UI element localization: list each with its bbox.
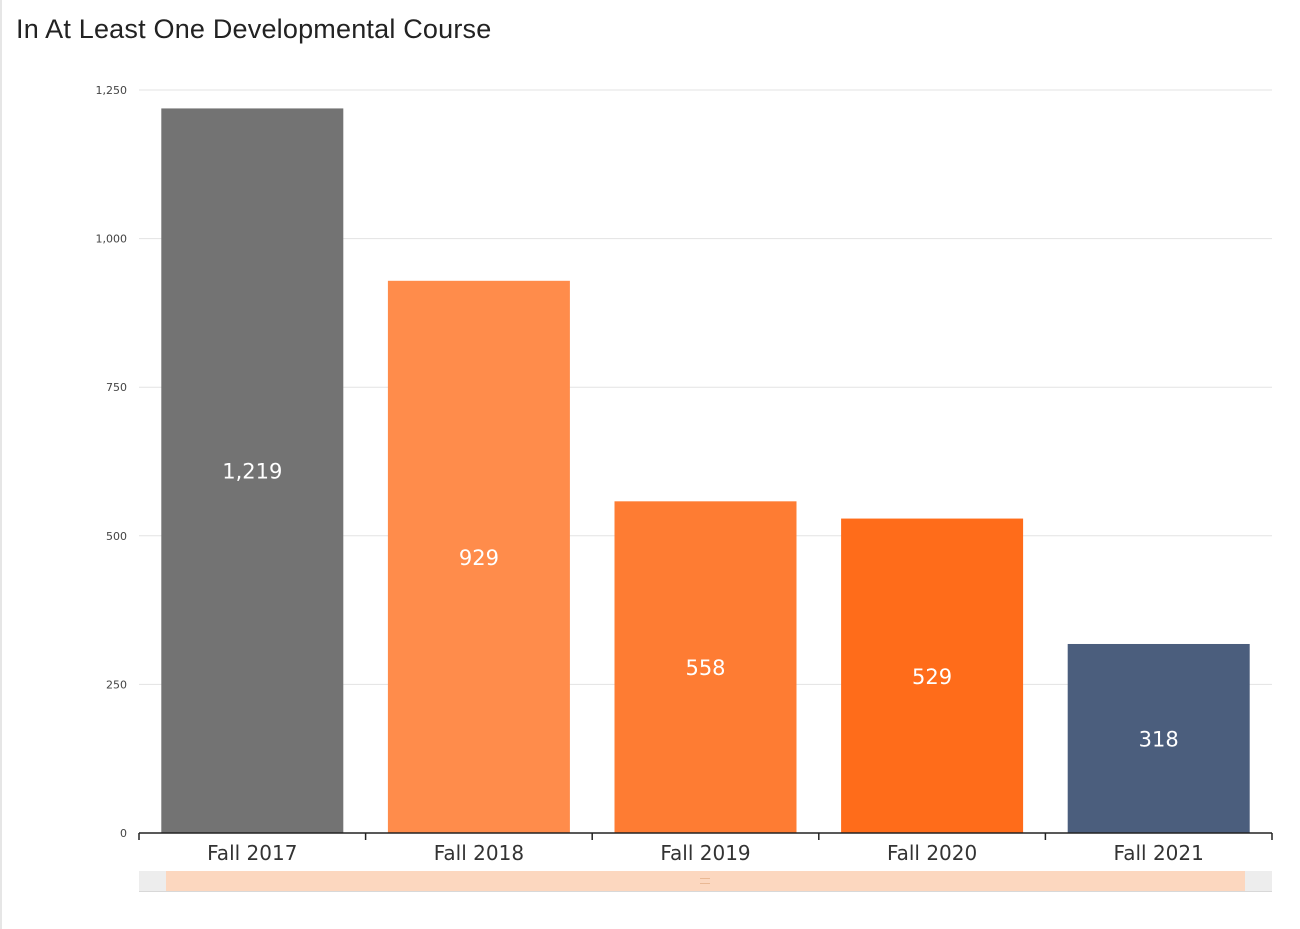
x-tick-label: Fall 2019 bbox=[660, 841, 750, 865]
bar-value-label: 529 bbox=[912, 665, 952, 689]
bar[interactable] bbox=[387, 280, 570, 834]
bar-value-label: 318 bbox=[1139, 727, 1179, 751]
x-tick-label: Fall 2020 bbox=[887, 841, 977, 865]
y-tick-label: 500 bbox=[106, 530, 127, 543]
navigator-grip-icon[interactable] bbox=[700, 878, 710, 884]
chart-title: In At Least One Developmental Course bbox=[16, 14, 492, 44]
x-tick-label: Fall 2017 bbox=[207, 841, 297, 865]
bar-value-label: 558 bbox=[685, 656, 725, 680]
y-tick-label: 0 bbox=[120, 827, 127, 840]
y-tick-label: 250 bbox=[106, 678, 127, 691]
bar-value-label: 1,219 bbox=[222, 460, 282, 484]
navigator-selection-window[interactable] bbox=[166, 871, 1245, 891]
y-tick-label: 1,000 bbox=[96, 233, 128, 246]
y-tick-label: 1,250 bbox=[96, 84, 128, 97]
bar[interactable] bbox=[614, 501, 797, 833]
bar[interactable] bbox=[841, 518, 1024, 833]
x-tick-label: Fall 2018 bbox=[434, 841, 524, 865]
y-tick-label: 750 bbox=[106, 381, 127, 394]
bar[interactable] bbox=[161, 108, 344, 834]
bar[interactable] bbox=[1067, 643, 1250, 833]
page-left-border bbox=[0, 0, 2, 929]
x-tick-label: Fall 2021 bbox=[1114, 841, 1204, 865]
bar-value-label: 929 bbox=[459, 546, 499, 570]
range-navigator[interactable] bbox=[139, 871, 1272, 892]
